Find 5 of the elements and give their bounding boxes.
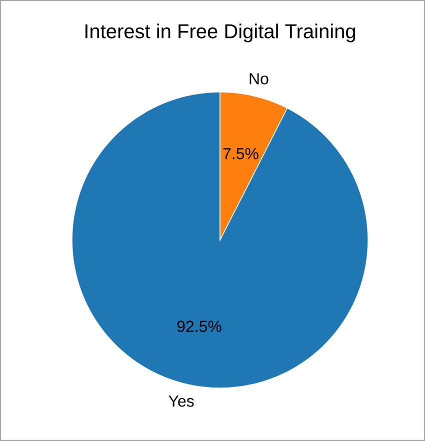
data-label: 7.5% — [223, 148, 258, 160]
data-label: 92.5% — [177, 320, 222, 332]
slice-label: No — [250, 73, 268, 84]
chart-title: Interest in Free Digital Training — [85, 24, 356, 42]
slice-label: Yes — [168, 396, 194, 407]
